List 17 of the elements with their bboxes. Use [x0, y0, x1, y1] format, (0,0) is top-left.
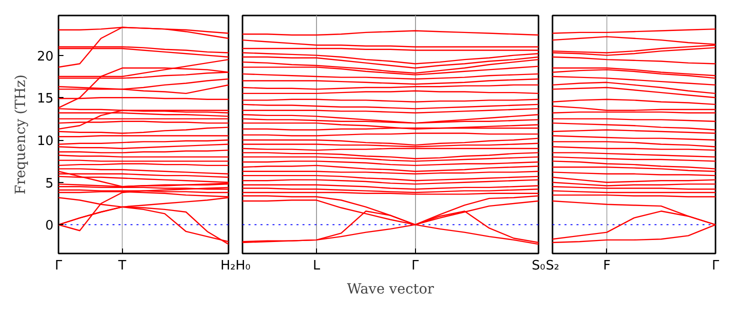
x-tick-label: Γ [54, 258, 63, 274]
x-tick-label: H₀ [236, 258, 250, 274]
x-tick-label: Γ [412, 258, 420, 274]
x-tick-label: S₀ [532, 258, 546, 274]
x-tick-label: L [312, 258, 321, 274]
x-tick-label: T [117, 258, 126, 274]
x-tick-label: Γ [712, 258, 720, 274]
y-tick-label: 5 [45, 176, 54, 192]
x-tick-label: S₂ [546, 258, 560, 274]
x-tick-label: F [603, 258, 611, 274]
y-tick-label: 0 [45, 218, 54, 234]
x-tick-label: H₂ [220, 258, 236, 274]
x-axis-title: Wave vector [347, 282, 434, 298]
y-tick-label: 15 [36, 92, 54, 107]
y-tick-label: 20 [36, 49, 54, 64]
y-tick-label: 10 [36, 134, 54, 150]
y-axis-title: Frequency (THz) [12, 74, 29, 195]
